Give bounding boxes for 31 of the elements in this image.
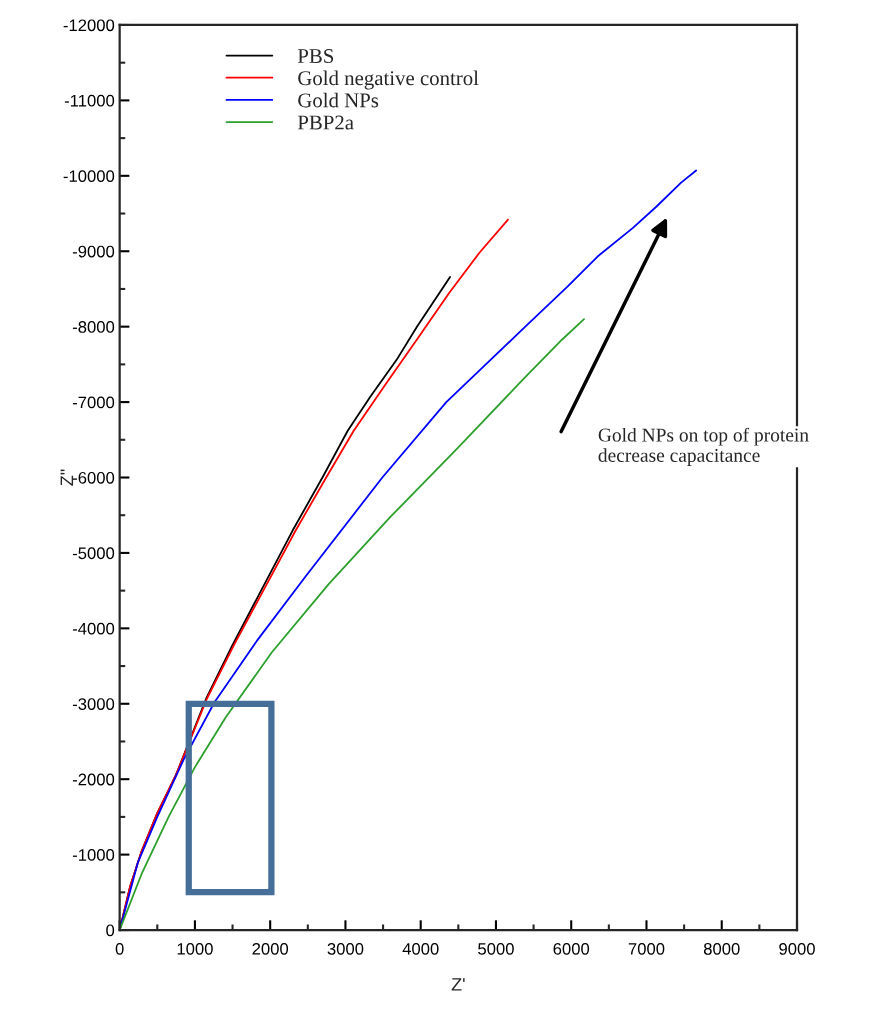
y-tick-label: -7000 xyxy=(72,396,115,409)
y-axis-title: Z" xyxy=(60,469,74,486)
y-tick-label: -2000 xyxy=(72,773,115,786)
x-axis-title: Z' xyxy=(451,978,465,991)
x-tick-label: 1000 xyxy=(177,942,213,955)
x-tick-label: 7000 xyxy=(628,942,665,955)
y-tick-label: -9000 xyxy=(72,245,115,258)
legend-label: PBS xyxy=(297,49,334,64)
y-tick-label: -6000 xyxy=(72,471,115,484)
y-tick-label: -12000 xyxy=(63,19,115,32)
legend-label: Gold NPs xyxy=(298,92,379,108)
y-tick-label: -3000 xyxy=(72,698,115,710)
x-tick-label: 4000 xyxy=(402,942,439,955)
legend-label: PBP2a xyxy=(297,115,354,130)
y-tick-label: -10000 xyxy=(63,170,115,183)
y-tick-label: -4000 xyxy=(72,622,115,635)
line-series xyxy=(119,318,585,931)
x-tick-label: 2000 xyxy=(252,942,289,955)
legend-label: Gold negative control xyxy=(298,70,479,90)
x-tick-label: 9000 xyxy=(779,942,815,955)
y-tick-label: 0 xyxy=(106,924,115,937)
y-tick-label: -11000 xyxy=(64,94,115,107)
x-tick-label: 8000 xyxy=(703,942,740,955)
x-tick-label: 5000 xyxy=(478,942,514,955)
y-tick-label: -8000 xyxy=(72,321,115,333)
x-tick-label: 3000 xyxy=(327,942,364,955)
y-tick-label: -5000 xyxy=(72,547,115,560)
y-tick-label: -1000 xyxy=(72,849,115,861)
x-tick-label: 0 xyxy=(115,942,124,955)
x-tick-label: 6000 xyxy=(553,942,590,955)
annotation: Gold NPs on top of protein decrease capacitance xyxy=(598,427,809,466)
